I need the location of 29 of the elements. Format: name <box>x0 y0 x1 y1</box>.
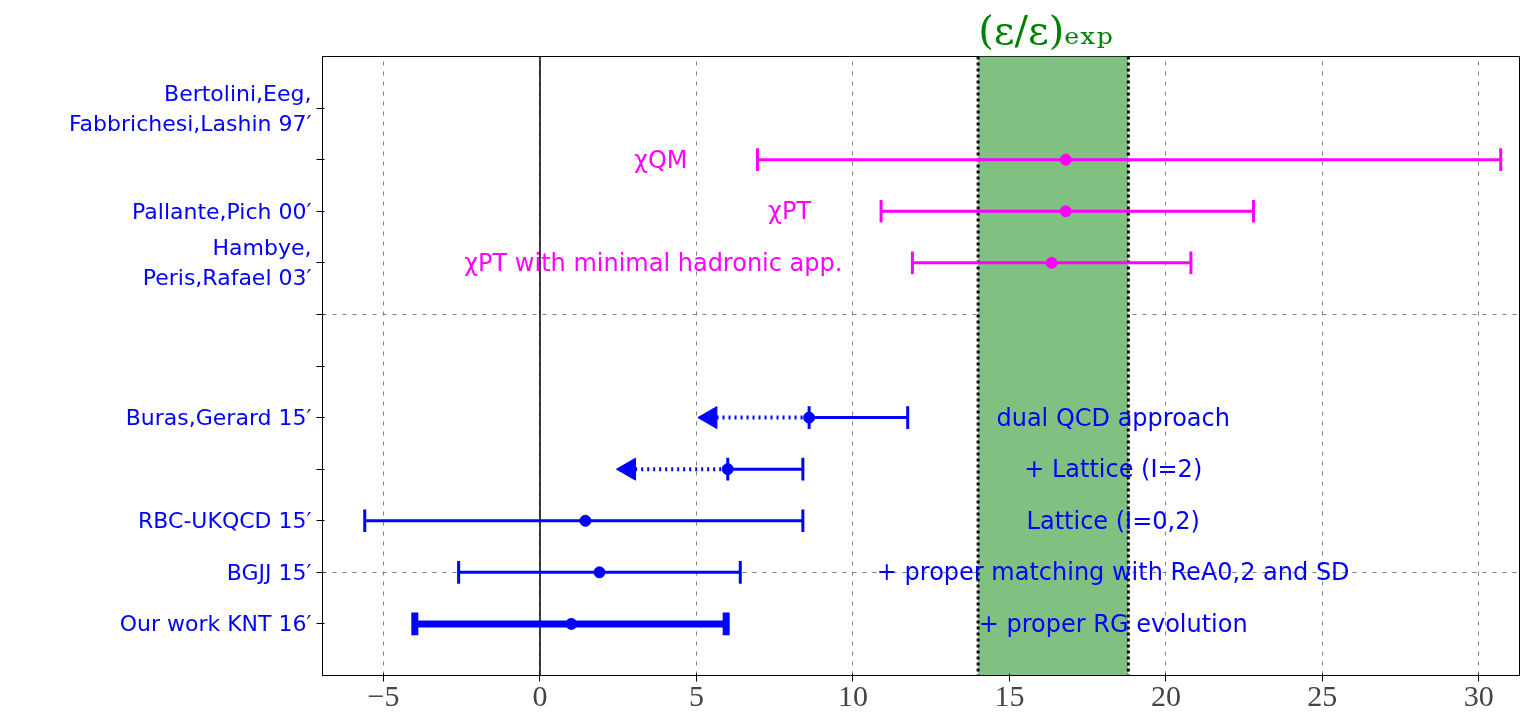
point <box>803 411 816 424</box>
x-tick-label: 30 <box>1463 678 1494 712</box>
y-tick-label: BGJJ 15′ <box>226 559 312 585</box>
x-tick-label: −5 <box>367 678 400 712</box>
x-tick-label: 20 <box>1150 678 1181 712</box>
band-label: (ε/ε)ₑₓₚ <box>978 6 1113 53</box>
y-tick-label: Buras,Gerard 15′ <box>125 405 312 431</box>
point <box>579 514 592 527</box>
annotation: dual QCD approach <box>996 403 1230 432</box>
x-tick-label: 0 <box>532 678 548 712</box>
x-tick-label: 5 <box>688 678 704 712</box>
x-tick-label: 10 <box>837 678 868 712</box>
y-tick-label: Hambye, Peris,Rafael 03′ <box>142 235 312 291</box>
annotation: + proper RG evolution <box>978 609 1248 638</box>
annotation: Lattice (I=0,2) <box>1026 506 1200 535</box>
y-tick-label: Pallante,Pich 00′ <box>132 198 312 224</box>
annotation: χPT <box>768 197 812 226</box>
annotation: + proper matching with ReA0,2 and SD <box>876 558 1350 587</box>
point <box>1059 205 1072 218</box>
point <box>1045 256 1058 269</box>
x-tick-label: 15 <box>994 678 1025 712</box>
point <box>721 463 734 476</box>
point <box>1059 153 1072 166</box>
y-tick-label: RBC-UKQCD 15′ <box>138 508 312 534</box>
annotation: χQM <box>634 145 688 174</box>
y-tick-label: Our work KNT 16′ <box>119 611 312 637</box>
x-tick-label: 25 <box>1307 678 1338 712</box>
point <box>593 566 606 579</box>
y-tick-label: Bertolini,Eeg, Fabbrichesi,Lashin 97′ <box>68 80 312 136</box>
